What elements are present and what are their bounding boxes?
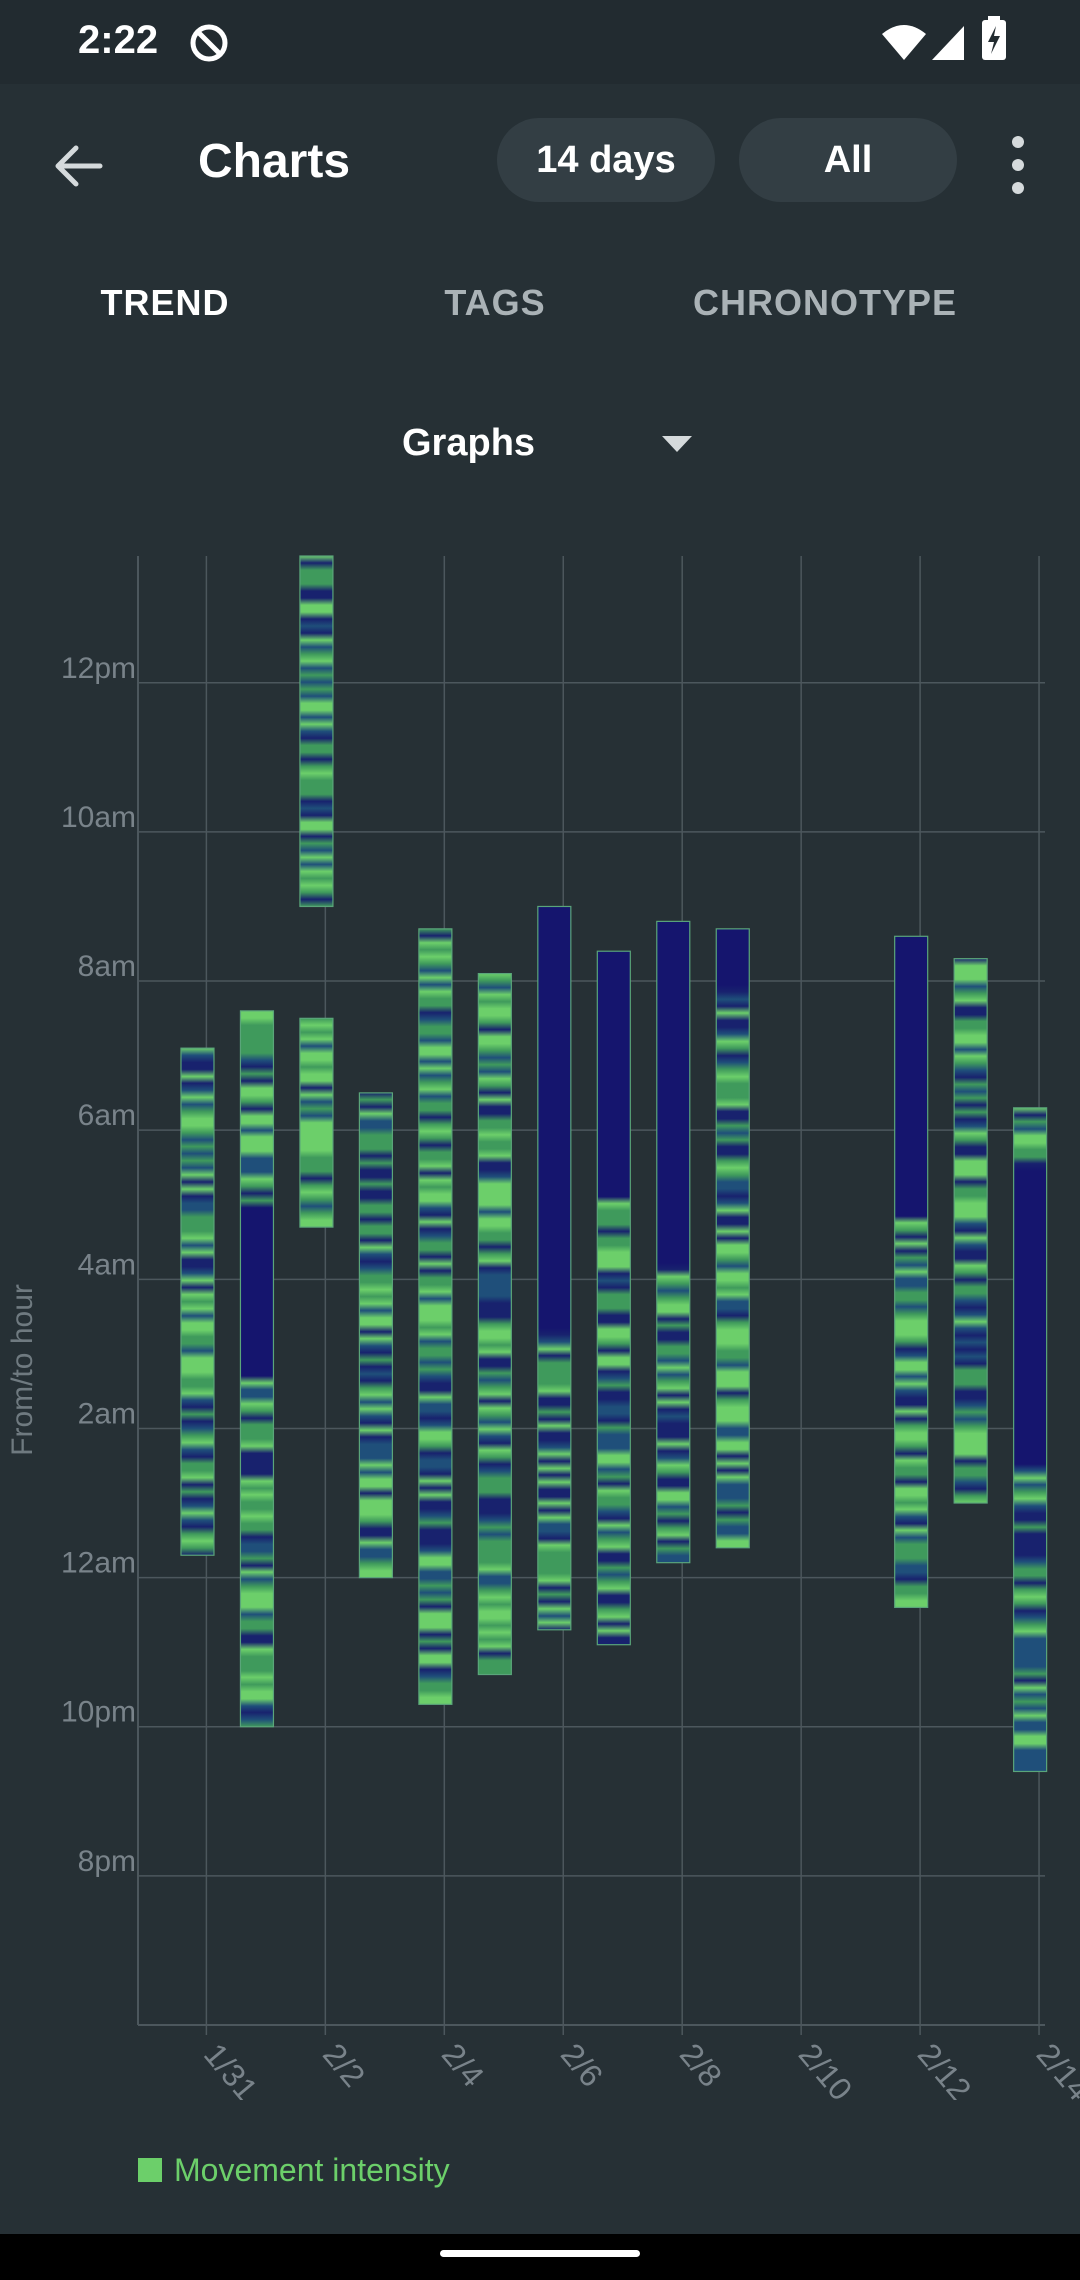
tab-bar: TREND TAGS CHRONOTYPE (0, 244, 1080, 364)
more-options-icon[interactable] (1000, 130, 1036, 200)
graph-type-dropdown[interactable]: Graphs (380, 400, 720, 490)
sleep-record-bar (537, 905, 572, 1631)
y-tick-label: 10am (61, 801, 136, 834)
status-bar: 2:22 (0, 0, 1080, 84)
sleep-record-bar (596, 950, 631, 1646)
y-tick-label: 8pm (78, 1845, 136, 1878)
x-tick-label: 2/2 (316, 2036, 372, 2093)
sleep-record-bar (180, 1047, 215, 1556)
sleep-record-bar (418, 928, 453, 1705)
x-tick-label: 2/12 (911, 2036, 979, 2100)
chart-bars (180, 555, 1048, 1773)
cell-signal-icon (932, 26, 964, 60)
sleep-record-bar (656, 920, 691, 1564)
sleep-record-bar (477, 972, 512, 1676)
tab-tags[interactable]: TAGS (444, 282, 546, 323)
x-tick-label: 2/4 (435, 2036, 491, 2093)
y-tick-label: 2am (78, 1397, 136, 1430)
sleep-record-bar (1013, 1107, 1048, 1773)
status-time: 2:22 (78, 18, 159, 62)
x-tick-label: 2/6 (554, 2036, 610, 2093)
legend-swatch (138, 2158, 162, 2182)
range-14-days-button[interactable]: 14 days (497, 118, 715, 202)
page-title: Charts (198, 135, 351, 188)
dropdown-label: Graphs (402, 422, 536, 464)
home-gesture-handle[interactable] (440, 2250, 640, 2257)
sleep-trend-chart: 8pm 10pm 12am 2am 4am 6am 8am 10am 12pm 1/31 2/2 2… (6, 555, 1080, 2100)
y-axis-ticks: 8pm 10pm 12am 2am 4am 6am 8am 10am 12pm (61, 652, 136, 1878)
x-axis-ticks: 1/31 2/2 2/4 2/6 2/8 2/10 2/12 2/14 (197, 2036, 1080, 2100)
tab-trend[interactable]: TREND (100, 282, 230, 323)
y-tick-label: 8am (78, 950, 136, 983)
sleep-record-bar (715, 928, 750, 1549)
y-axis-label: From/to hour (6, 1284, 39, 1456)
y-tick-label: 12am (61, 1547, 136, 1580)
x-tick-label: 2/8 (673, 2036, 729, 2093)
dropdown-arrow-icon (662, 436, 692, 452)
sleep-record-bar (299, 555, 334, 908)
x-tick-label: 2/14 (1030, 2036, 1080, 2100)
x-tick-label: 2/10 (792, 2036, 860, 2100)
tab-chronotype[interactable]: CHRONOTYPE (692, 282, 958, 323)
battery-charging-icon (982, 16, 1006, 60)
app-bar: Charts 14 days All (0, 84, 1080, 244)
sleep-record-bar (953, 958, 988, 1504)
back-arrow-icon[interactable] (48, 136, 108, 196)
navigation-bar (0, 2234, 1080, 2280)
sleep-record-bar (239, 1010, 275, 1728)
y-tick-label: 4am (78, 1248, 136, 1281)
chart-legend: Movement intensity (138, 2150, 450, 2190)
y-tick-label: 12pm (61, 652, 136, 685)
sync-off-icon (190, 24, 228, 62)
x-tick-label: 1/31 (197, 2036, 265, 2100)
y-tick-label: 6am (78, 1099, 136, 1132)
y-tick-label: 10pm (61, 1696, 136, 1729)
wifi-icon (882, 25, 926, 60)
sleep-record-bar (358, 1092, 394, 1579)
filter-all-button[interactable]: All (739, 118, 957, 202)
sleep-record-bar (299, 1017, 334, 1228)
sleep-record-bar (894, 935, 929, 1609)
legend-label: Movement intensity (174, 2151, 450, 2188)
